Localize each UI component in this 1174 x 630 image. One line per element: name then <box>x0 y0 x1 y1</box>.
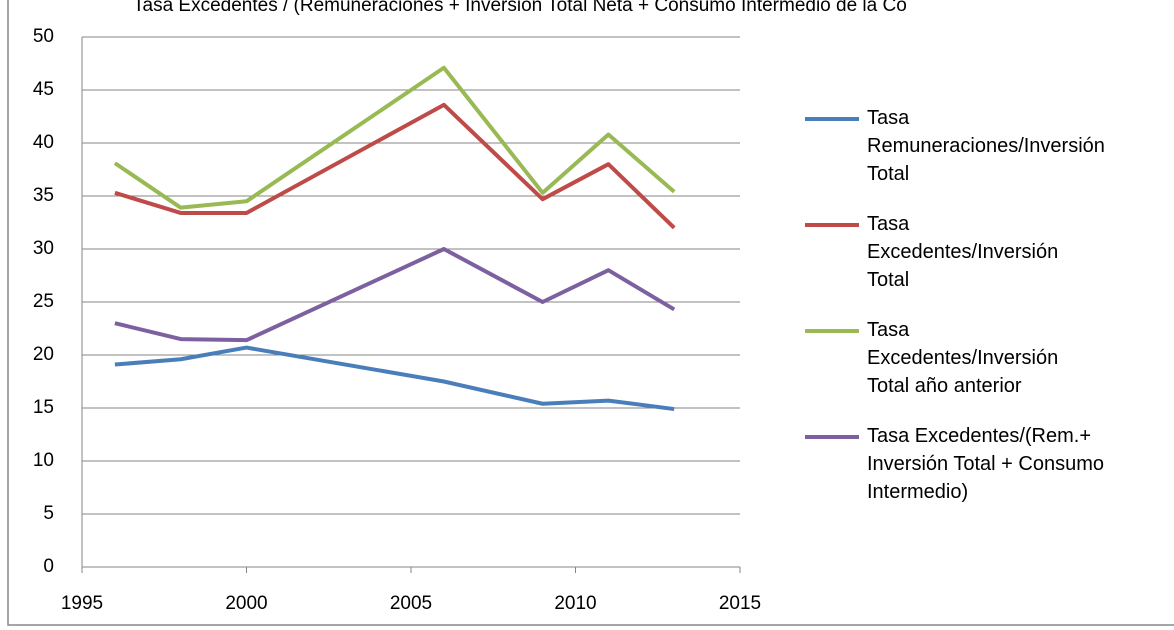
y-tick-label: 45 <box>33 79 54 100</box>
legend-item: Tasa Remuneraciones/Inversión Total <box>805 104 1105 188</box>
y-tick-label: 10 <box>33 450 54 471</box>
y-tick-label: 5 <box>43 503 54 524</box>
x-tick-label: 1995 <box>61 593 103 614</box>
legend-label: Tasa Remuneraciones/Inversión Total <box>867 107 1105 185</box>
y-tick-label: 40 <box>33 132 54 153</box>
y-tick-label: 30 <box>33 238 54 259</box>
legend-item: Tasa Excedentes/Inversión Total año ante… <box>805 316 1105 400</box>
legend-label: Tasa Excedentes/Inversión Total año ante… <box>867 319 1059 397</box>
legend-swatch <box>805 435 859 439</box>
y-tick-label: 25 <box>33 291 54 312</box>
y-tick-label: 15 <box>33 397 54 418</box>
legend-label: Tasa Excedentes/(Rem.+ Inversión Total +… <box>867 425 1104 503</box>
series-line <box>114 345 675 412</box>
legend-swatch <box>805 117 859 121</box>
y-tick-label: 20 <box>33 344 54 365</box>
legend-label: Tasa Excedentes/Inversión Total <box>867 213 1059 291</box>
x-tick-label: 2005 <box>390 593 432 614</box>
chart-title: Tasa Excedentes / (Remuneraciones + Inve… <box>133 0 907 16</box>
x-tick-label: 2015 <box>719 593 761 614</box>
x-tick-label: 2000 <box>225 593 267 614</box>
legend-item: Tasa Excedentes/(Rem.+ Inversión Total +… <box>805 422 1105 506</box>
series-line <box>114 247 676 343</box>
y-tick-label: 0 <box>43 556 54 577</box>
legend-item: Tasa Excedentes/Inversión Total <box>805 210 1105 294</box>
chart-frame <box>7 0 1174 626</box>
y-tick-label: 50 <box>33 26 54 47</box>
x-tick-label: 2010 <box>554 593 596 614</box>
legend: Tasa Remuneraciones/Inversión Total Tasa … <box>805 104 1105 528</box>
series-line <box>114 102 676 230</box>
legend-swatch <box>805 329 859 333</box>
series-line <box>113 65 676 210</box>
legend-swatch <box>805 223 859 227</box>
y-tick-label: 35 <box>33 185 54 206</box>
